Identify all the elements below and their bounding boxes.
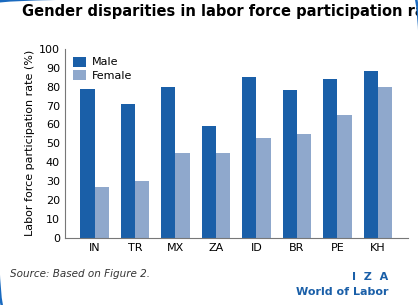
Bar [121,104,135,238]
Bar [242,77,256,238]
Bar [378,87,392,238]
Bar [337,115,352,238]
Bar [256,138,270,238]
Bar [94,187,109,238]
Bar [323,79,337,238]
Bar [80,88,94,238]
Bar [216,153,230,238]
Text: World of Labor: World of Labor [296,287,389,297]
Text: I  Z  A: I Z A [352,272,389,282]
Y-axis label: Labor force participation rate (%): Labor force participation rate (%) [25,50,35,236]
Legend: Male, Female: Male, Female [70,54,134,83]
Bar [283,90,297,238]
Bar [135,181,149,238]
Bar [161,87,176,238]
Bar [176,153,190,238]
Text: Source: Based on Figure 2.: Source: Based on Figure 2. [10,269,150,279]
Title: Gender disparities in labor force participation rates: Gender disparities in labor force partic… [22,4,418,19]
Bar [297,134,311,238]
Bar [202,126,216,238]
Bar [364,71,378,238]
